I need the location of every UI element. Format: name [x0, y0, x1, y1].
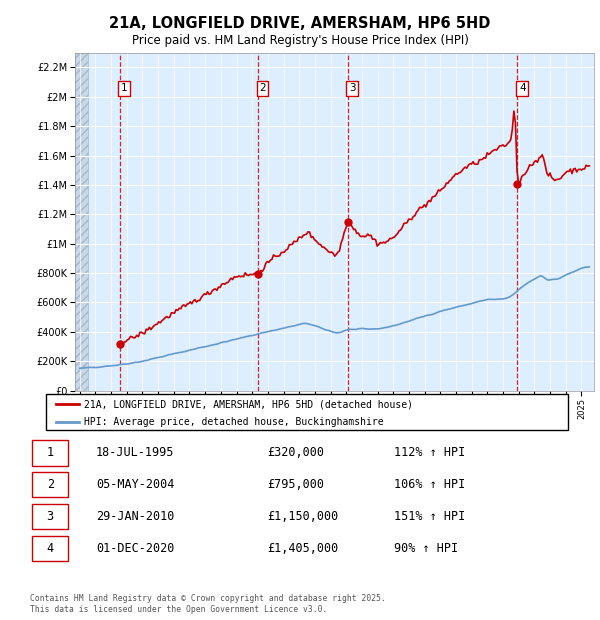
Text: £1,405,000: £1,405,000 — [267, 542, 338, 555]
Text: £795,000: £795,000 — [267, 478, 324, 491]
Text: 18-JUL-1995: 18-JUL-1995 — [96, 446, 174, 459]
FancyBboxPatch shape — [32, 472, 68, 497]
Text: 21A, LONGFIELD DRIVE, AMERSHAM, HP6 5HD (detached house): 21A, LONGFIELD DRIVE, AMERSHAM, HP6 5HD … — [85, 399, 413, 409]
Text: 151% ↑ HPI: 151% ↑ HPI — [394, 510, 465, 523]
FancyBboxPatch shape — [32, 504, 68, 529]
Text: 106% ↑ HPI: 106% ↑ HPI — [394, 478, 465, 491]
Text: 05-MAY-2004: 05-MAY-2004 — [96, 478, 174, 491]
Text: 2: 2 — [259, 83, 266, 93]
Polygon shape — [75, 53, 88, 391]
Text: HPI: Average price, detached house, Buckinghamshire: HPI: Average price, detached house, Buck… — [85, 417, 384, 427]
Text: 4: 4 — [519, 83, 526, 93]
Text: 2: 2 — [47, 478, 54, 491]
FancyBboxPatch shape — [32, 440, 68, 466]
Text: Price paid vs. HM Land Registry's House Price Index (HPI): Price paid vs. HM Land Registry's House … — [131, 34, 469, 47]
Text: 01-DEC-2020: 01-DEC-2020 — [96, 542, 174, 555]
Text: 3: 3 — [349, 83, 356, 93]
FancyBboxPatch shape — [32, 536, 68, 561]
Text: 21A, LONGFIELD DRIVE, AMERSHAM, HP6 5HD: 21A, LONGFIELD DRIVE, AMERSHAM, HP6 5HD — [109, 16, 491, 30]
Text: £1,150,000: £1,150,000 — [267, 510, 338, 523]
Text: 112% ↑ HPI: 112% ↑ HPI — [394, 446, 465, 459]
Text: 90% ↑ HPI: 90% ↑ HPI — [394, 542, 458, 555]
Text: 3: 3 — [47, 510, 54, 523]
Text: Contains HM Land Registry data © Crown copyright and database right 2025.
This d: Contains HM Land Registry data © Crown c… — [30, 595, 386, 614]
Text: 1: 1 — [47, 446, 54, 459]
Text: 4: 4 — [47, 542, 54, 555]
Text: 1: 1 — [121, 83, 128, 93]
Text: 29-JAN-2010: 29-JAN-2010 — [96, 510, 174, 523]
FancyBboxPatch shape — [46, 394, 568, 430]
Text: £320,000: £320,000 — [267, 446, 324, 459]
